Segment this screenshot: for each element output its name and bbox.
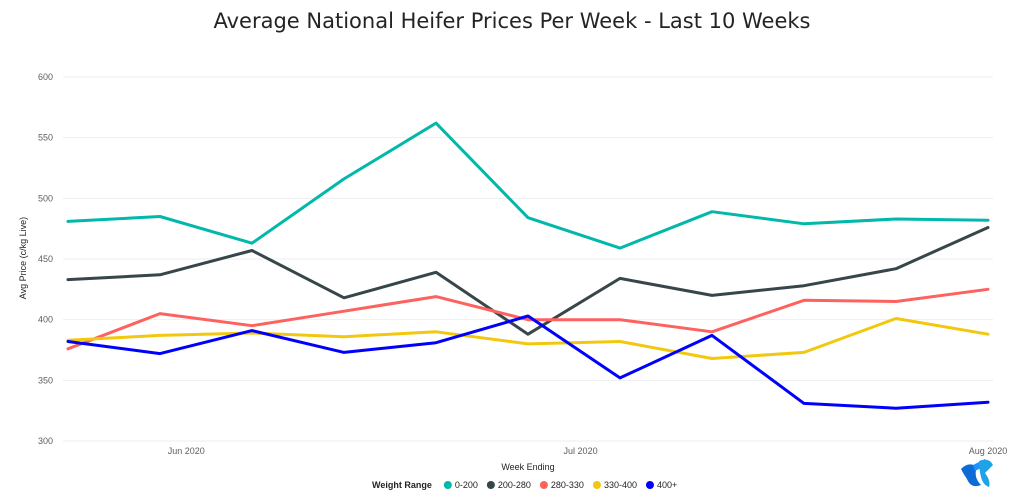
data-point[interactable] [892, 297, 900, 305]
data-point[interactable] [984, 330, 992, 338]
legend-item[interactable]: 200-280 [486, 480, 531, 490]
data-point[interactable] [984, 216, 992, 224]
data-point[interactable] [432, 339, 440, 347]
data-point[interactable] [616, 374, 624, 382]
y-tick-label: 400 [38, 315, 53, 325]
data-point[interactable] [892, 404, 900, 412]
y-tick-label: 500 [38, 193, 53, 203]
data-point[interactable] [248, 247, 256, 255]
y-tick-label: 450 [38, 254, 53, 264]
data-point[interactable] [524, 340, 532, 348]
x-axis-ticks: Jun 2020 Jul 2020 Aug 2020 [168, 446, 1008, 456]
data-point[interactable] [708, 354, 716, 362]
legend-label: 400+ [657, 480, 677, 490]
legend-item[interactable]: 280-330 [539, 480, 584, 490]
data-point[interactable] [800, 220, 808, 228]
legend-item[interactable]: 330-400 [592, 480, 637, 490]
data-point[interactable] [616, 274, 624, 282]
y-tick-label: 350 [38, 375, 53, 385]
series-line[interactable] [66, 287, 990, 351]
legend-title: Weight Range [372, 480, 432, 490]
data-point[interactable] [524, 214, 532, 222]
data-point[interactable] [340, 348, 348, 356]
data-point[interactable] [616, 316, 624, 324]
legend-label: 330-400 [604, 480, 637, 490]
series-280-330 [64, 285, 992, 353]
series-line[interactable] [66, 317, 990, 360]
y-tick-label: 550 [38, 133, 53, 143]
data-point[interactable] [156, 350, 164, 358]
x-tick-label: Jun 2020 [168, 446, 205, 456]
x-tick-label: Jul 2020 [564, 446, 598, 456]
data-point[interactable] [156, 310, 164, 318]
series-400+ [64, 312, 992, 412]
data-point[interactable] [64, 217, 72, 225]
legend-item[interactable]: 400+ [645, 480, 677, 490]
data-point[interactable] [248, 327, 256, 335]
data-point[interactable] [64, 276, 72, 284]
data-point[interactable] [432, 328, 440, 336]
y-axis-ticks: 300 350 400 450 500 550 600 [38, 72, 53, 446]
data-point[interactable] [800, 296, 808, 304]
data-point[interactable] [340, 307, 348, 315]
data-point[interactable] [800, 399, 808, 407]
legend-marker [539, 481, 548, 489]
data-point[interactable] [708, 331, 716, 339]
legend-marker [443, 481, 452, 489]
data-point[interactable] [984, 285, 992, 293]
data-point[interactable] [248, 239, 256, 247]
series-line[interactable] [66, 121, 990, 250]
series-line[interactable] [66, 226, 990, 336]
data-point[interactable] [340, 294, 348, 302]
data-point[interactable] [340, 175, 348, 183]
data-point[interactable] [432, 268, 440, 276]
series-lines [64, 119, 992, 412]
legend-marker [486, 481, 495, 489]
data-point[interactable] [524, 312, 532, 320]
tt-logo-icon [961, 459, 993, 487]
data-point[interactable] [892, 314, 900, 322]
series-330-400 [66, 314, 992, 362]
data-point[interactable] [616, 338, 624, 346]
data-point[interactable] [432, 293, 440, 301]
data-point[interactable] [984, 223, 992, 231]
data-point[interactable] [984, 398, 992, 406]
legend-label: 200-280 [498, 480, 531, 490]
y-tick-label: 600 [38, 72, 53, 82]
legend-item[interactable]: 0-200 [443, 480, 478, 490]
data-point[interactable] [616, 244, 624, 252]
series-200-280 [64, 223, 992, 338]
legend[interactable]: Weight Range 0-200 200-280 280-330 330-400 4… [372, 480, 677, 490]
series-line[interactable] [66, 314, 990, 410]
y-tick-label: 300 [38, 436, 53, 446]
series-0-200 [64, 119, 992, 252]
data-point[interactable] [156, 331, 164, 339]
data-point[interactable] [64, 338, 72, 346]
data-point[interactable] [432, 119, 440, 127]
data-point[interactable] [156, 213, 164, 221]
x-axis-title: Week Ending [501, 462, 554, 472]
data-point[interactable] [708, 208, 716, 216]
x-tick-label: Aug 2020 [969, 446, 1008, 456]
legend-label: 0-200 [455, 480, 478, 490]
legend-marker [592, 481, 601, 489]
gridlines [63, 76, 993, 442]
data-point[interactable] [892, 215, 900, 223]
data-point[interactable] [524, 330, 532, 338]
data-point[interactable] [892, 265, 900, 273]
legend-label: 280-330 [551, 480, 584, 490]
data-point[interactable] [64, 345, 72, 353]
data-point[interactable] [156, 271, 164, 279]
data-point[interactable] [340, 333, 348, 341]
data-point[interactable] [800, 348, 808, 356]
chart-title: Average National Heifer Prices Per Week … [213, 9, 810, 33]
data-point[interactable] [800, 282, 808, 290]
legend-marker [645, 481, 654, 489]
y-axis-title: Avg Price (c/kg Live) [18, 217, 28, 299]
data-point[interactable] [708, 291, 716, 299]
